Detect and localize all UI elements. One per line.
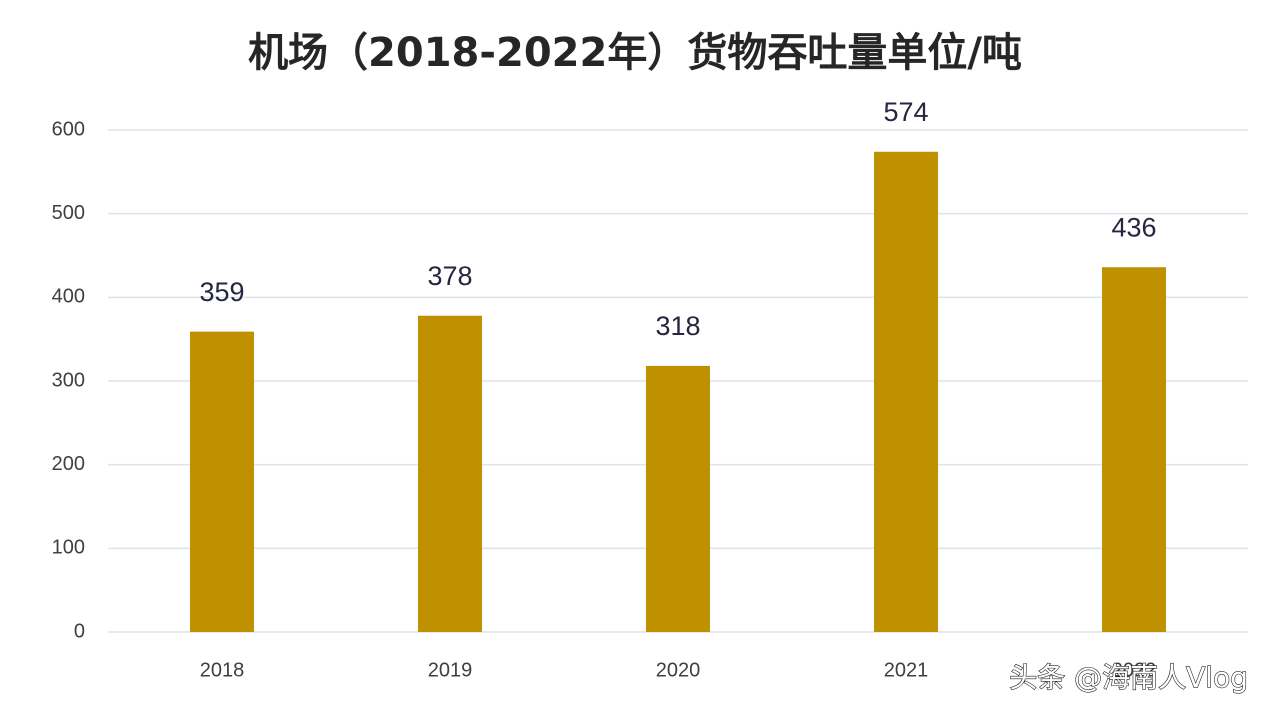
value-label: 436 — [1111, 212, 1156, 242]
bar — [874, 151, 938, 632]
x-tick-label: 2022 — [1112, 659, 1157, 681]
value-label: 359 — [199, 277, 244, 307]
y-tick-label: 200 — [52, 453, 85, 475]
bar — [1102, 267, 1166, 632]
value-label: 378 — [427, 261, 472, 291]
y-tick-label: 100 — [52, 537, 85, 559]
y-tick-label: 600 — [52, 118, 85, 140]
y-tick-label: 400 — [52, 286, 85, 308]
value-label: 318 — [655, 311, 700, 341]
watermark: 头条 @海南人Vlog — [1009, 661, 1248, 694]
bar — [190, 331, 254, 632]
x-tick-label: 2019 — [428, 659, 473, 681]
y-tick-label: 300 — [52, 369, 85, 391]
y-tick-label: 0 — [74, 620, 85, 642]
x-tick-label: 2018 — [200, 659, 245, 681]
x-tick-label: 2020 — [656, 659, 701, 681]
x-tick-label: 2021 — [884, 659, 929, 681]
bar — [646, 365, 710, 632]
value-label: 574 — [883, 97, 928, 127]
bar — [418, 315, 482, 632]
y-tick-label: 500 — [52, 202, 85, 224]
chart-title: 机场（2018-2022年）货物吞吐量单位/吨 — [248, 30, 1022, 76]
